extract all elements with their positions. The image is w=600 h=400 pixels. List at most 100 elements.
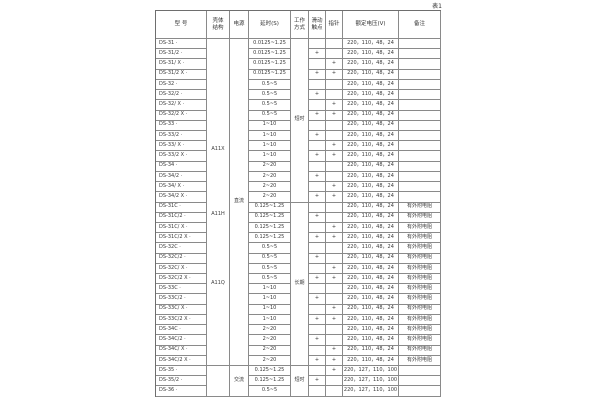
- slide-cell: +: [309, 212, 326, 223]
- pointer-cell: [326, 212, 343, 223]
- voltage-cell: 220，110，48，24: [343, 294, 399, 305]
- model-cell: DS-33/2 X ·: [156, 151, 207, 162]
- voltage-cell: 220，110，48，24: [343, 69, 399, 80]
- voltage-cell: 220，110，48，24: [343, 345, 399, 356]
- slide-cell: +: [309, 274, 326, 285]
- remark-cell: [399, 386, 441, 397]
- delay-cell: 0.125~1.25: [249, 222, 291, 234]
- shell-cell: [207, 366, 230, 397]
- pointer-cell: [326, 386, 343, 397]
- pointer-cell: +: [326, 233, 343, 244]
- slide-cell: [309, 345, 326, 356]
- remark-cell: [399, 171, 441, 183]
- pointer-cell: [326, 171, 343, 183]
- slide-cell: +: [309, 90, 326, 101]
- pointer-cell: +: [326, 151, 343, 162]
- delay-cell: 0.0125~1.25: [249, 49, 291, 60]
- model-cell: DS-33 ·: [156, 120, 207, 131]
- pointer-cell: [326, 90, 343, 101]
- pointer-cell: [326, 253, 343, 264]
- voltage-cell: 220，110，48，24: [343, 284, 399, 295]
- delay-cell: 1~10: [249, 304, 291, 315]
- remark-cell: [399, 376, 441, 387]
- voltage-cell: 220，110，48，24: [343, 182, 399, 193]
- model-cell: DS-36 ·: [156, 386, 207, 397]
- remark-cell: [399, 90, 441, 101]
- model-cell: DS-31 ·: [156, 39, 207, 50]
- delay-cell: 0.125~1.25: [249, 202, 291, 213]
- delay-cell: 0.125~1.25: [249, 212, 291, 223]
- delay-cell: 2~20: [249, 161, 291, 172]
- slide-cell: +: [309, 253, 326, 264]
- model-cell: DS-34/ X ·: [156, 182, 207, 193]
- header-voltage: 额定电压(V): [343, 11, 399, 39]
- remark-cell: [399, 49, 441, 60]
- delay-cell: 0.5~5: [249, 386, 291, 397]
- remark-cell: 有外附电阻: [399, 222, 441, 234]
- spec-table: 型 号壳体 结构 电源 延时(S) 工作 方式 滑动 触点 指针 额定电压(V) 备注 DS-3…: [155, 10, 441, 397]
- header-pointer: 指针: [326, 11, 343, 39]
- slide-cell: [309, 182, 326, 193]
- voltage-cell: 220，110，48，24: [343, 263, 399, 275]
- shell-type-label: A11X: [211, 145, 225, 152]
- delay-cell: 2~20: [249, 171, 291, 183]
- delay-cell: 2~20: [249, 325, 291, 336]
- slide-cell: [309, 100, 326, 111]
- remark-cell: [399, 69, 441, 80]
- model-cell: DS-32C ·: [156, 243, 207, 254]
- voltage-cell: 220，110，48，24: [343, 192, 399, 203]
- delay-cell: 1~10: [249, 141, 291, 152]
- pointer-cell: [326, 39, 343, 50]
- delay-cell: 0.125~1.25: [249, 366, 291, 377]
- delay-cell: 2~20: [249, 182, 291, 193]
- pointer-cell: [326, 161, 343, 172]
- delay-cell: 0.5~5: [249, 90, 291, 101]
- pointer-cell: [326, 376, 343, 387]
- voltage-cell: 220，110，48，24: [343, 202, 399, 213]
- pointer-cell: [326, 284, 343, 295]
- delay-cell: 1~10: [249, 120, 291, 131]
- model-cell: DS-31/2 X ·: [156, 69, 207, 80]
- model-cell: DS-34C/ X ·: [156, 345, 207, 356]
- model-cell: DS-34C/2 ·: [156, 335, 207, 346]
- shell-type-label: A11H: [211, 211, 225, 218]
- delay-cell: 2~20: [249, 192, 291, 203]
- voltage-cell: 220，110，48，24: [343, 79, 399, 91]
- pointer-cell: [326, 335, 343, 346]
- pointer-cell: +: [326, 141, 343, 152]
- delay-cell: 1~10: [249, 284, 291, 295]
- model-cell: DS-34C/2 X ·: [156, 355, 207, 366]
- remark-cell: 有外附电阻: [399, 284, 441, 295]
- header-shell: 壳体 结构: [207, 11, 230, 39]
- model-cell: DS-31/2 ·: [156, 49, 207, 60]
- voltage-cell: 220，110，48，24: [343, 90, 399, 101]
- remark-cell: 有外附电阻: [399, 314, 441, 326]
- delay-cell: 0.125~1.25: [249, 376, 291, 387]
- delay-cell: 2~20: [249, 355, 291, 366]
- model-cell: DS-34/2 ·: [156, 171, 207, 183]
- voltage-cell: 220，127，110，100: [343, 366, 399, 377]
- slide-cell: [309, 141, 326, 152]
- voltage-cell: 220，110，48，24: [343, 39, 399, 50]
- slide-cell: +: [309, 233, 326, 244]
- voltage-cell: 220，110，48，24: [343, 141, 399, 152]
- pointer-cell: +: [326, 222, 343, 234]
- model-cell: DS-34C ·: [156, 325, 207, 336]
- remark-cell: [399, 192, 441, 203]
- model-cell: DS-33/ X ·: [156, 141, 207, 152]
- voltage-cell: 220，110，48，24: [343, 212, 399, 223]
- model-cell: DS-35/2 ·: [156, 376, 207, 387]
- pointer-cell: +: [326, 69, 343, 80]
- model-cell: DS-32/ X ·: [156, 100, 207, 111]
- pointer-cell: +: [326, 366, 343, 377]
- pointer-cell: [326, 79, 343, 91]
- voltage-cell: 220，110，48，24: [343, 253, 399, 264]
- delay-cell: 0.0125~1.25: [249, 59, 291, 70]
- shell-type-label: A11Q: [211, 279, 225, 286]
- model-cell: DS-33C ·: [156, 284, 207, 295]
- voltage-cell: 220，110，48，24: [343, 100, 399, 111]
- remark-cell: 有外附电阻: [399, 355, 441, 366]
- remark-cell: 有外附电阻: [399, 212, 441, 223]
- model-cell: DS-32C/2 ·: [156, 253, 207, 264]
- delay-cell: 0.5~5: [249, 253, 291, 264]
